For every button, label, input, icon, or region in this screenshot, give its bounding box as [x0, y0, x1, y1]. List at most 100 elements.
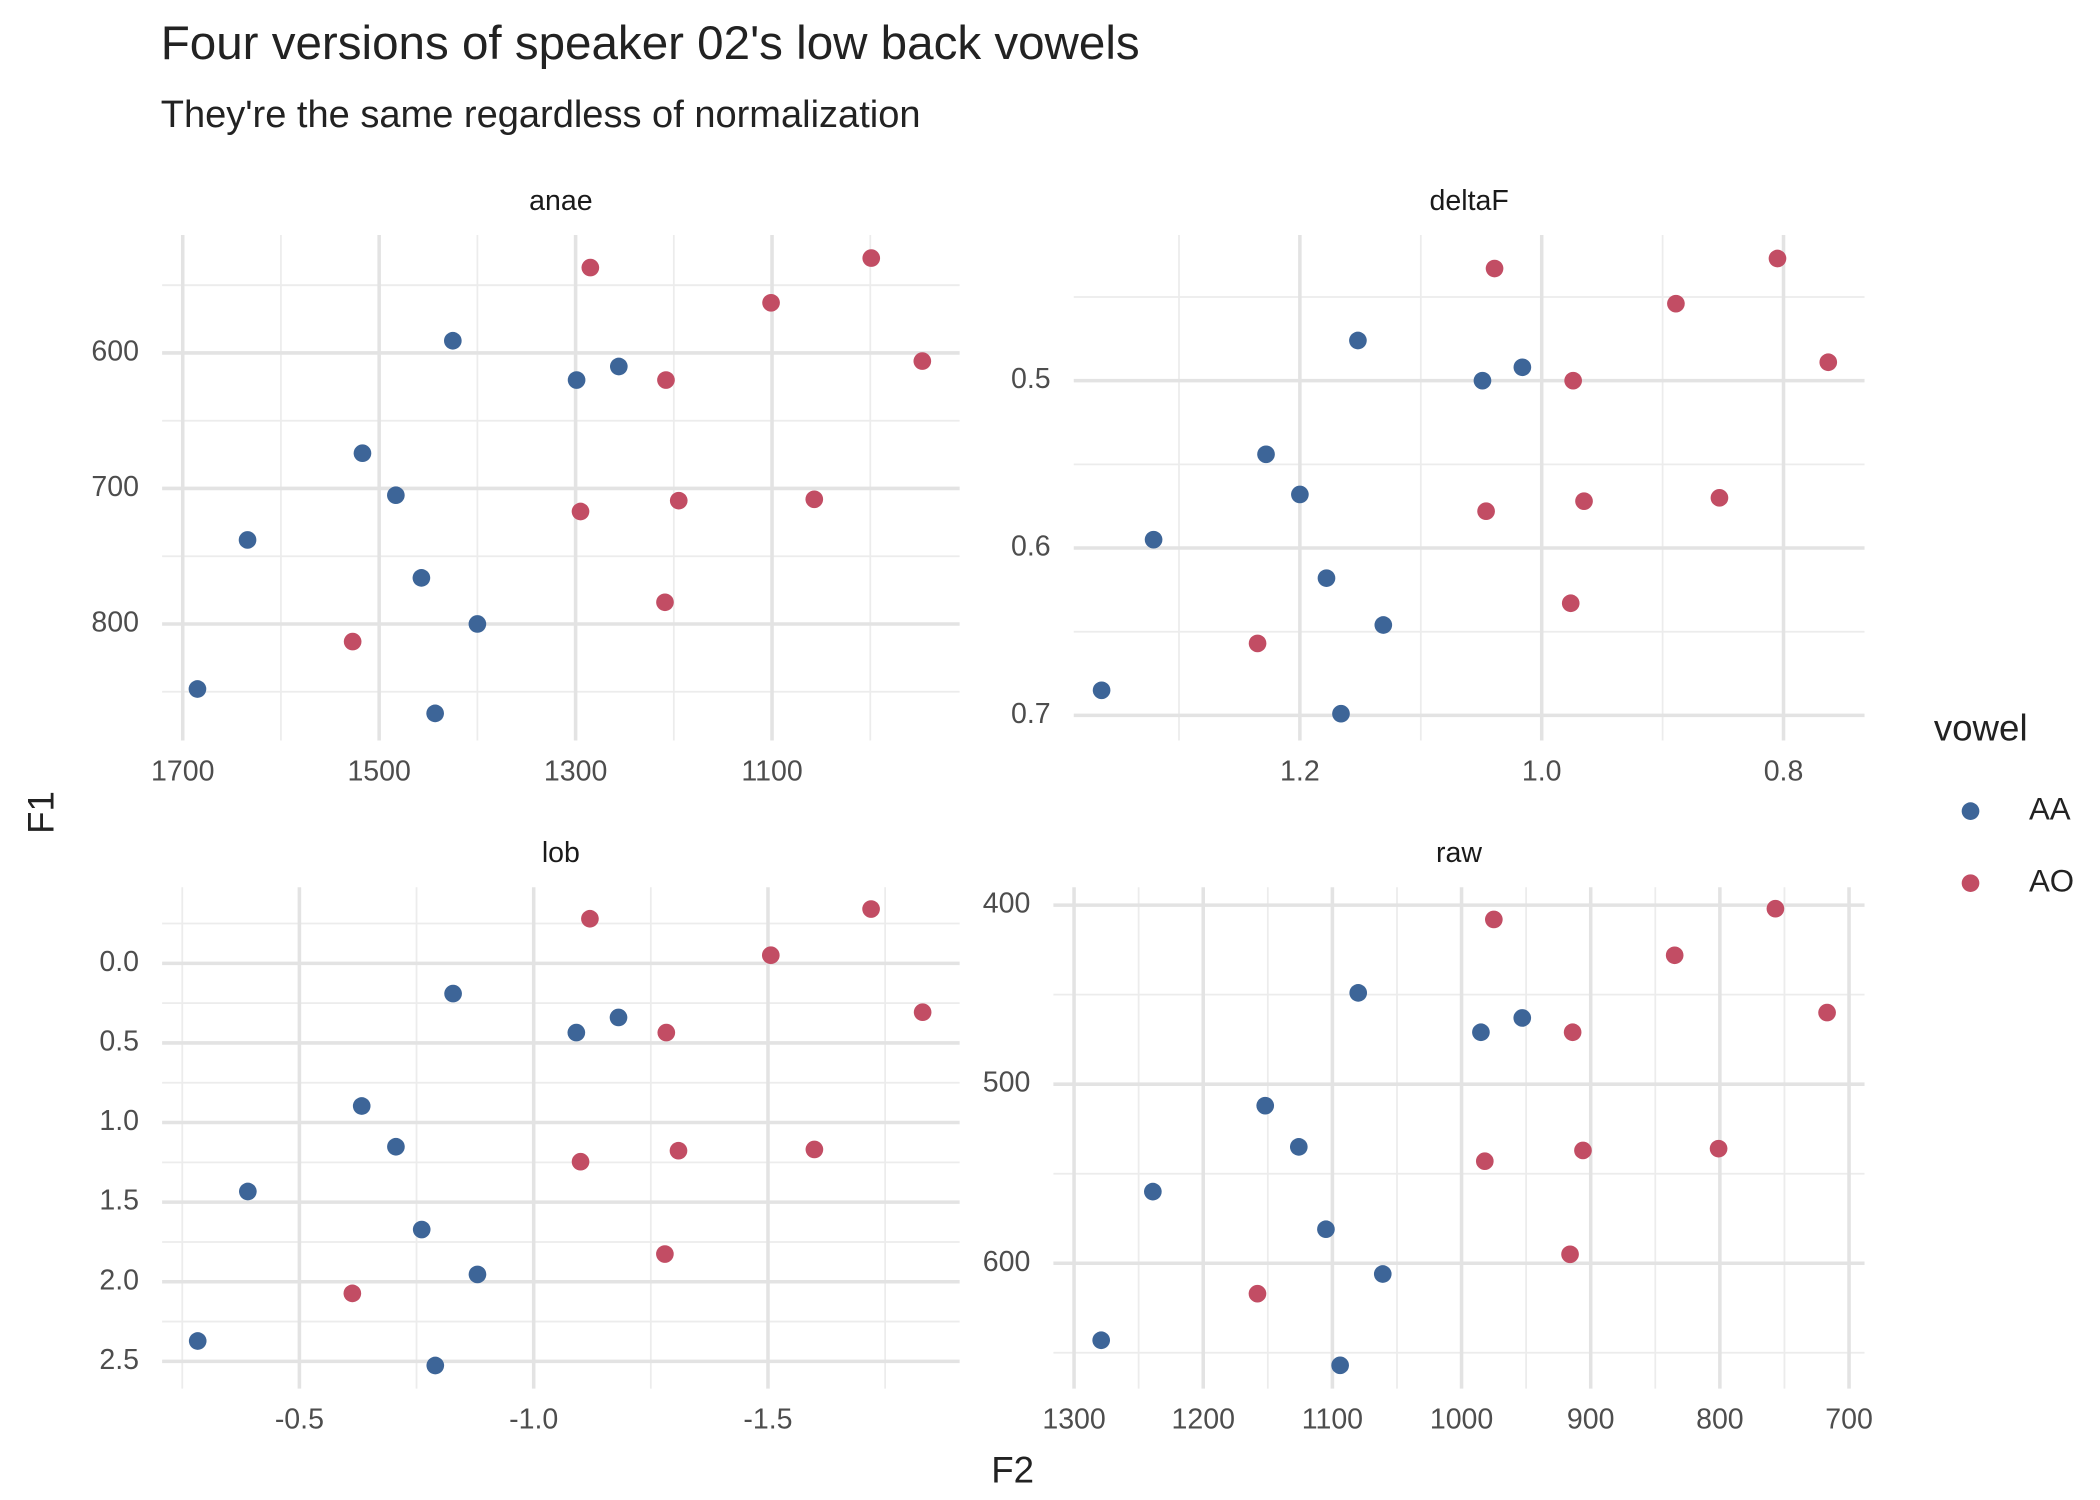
y-tick-label: 0.7 [1011, 698, 1051, 730]
point [426, 1356, 445, 1375]
point [761, 946, 780, 965]
point [1373, 1265, 1392, 1283]
point [1710, 488, 1729, 507]
point [188, 1332, 207, 1350]
point [1477, 502, 1495, 521]
x-tick-label: 1200 [1172, 1404, 1235, 1436]
point [1331, 1356, 1349, 1375]
point [656, 593, 674, 612]
point [1561, 1245, 1579, 1264]
point [443, 331, 462, 350]
point [1563, 1023, 1582, 1042]
x-tick-label: -1.5 [743, 1404, 792, 1436]
point [581, 909, 599, 928]
point [656, 1245, 674, 1263]
point [669, 1141, 688, 1160]
point [343, 632, 362, 651]
point [387, 1137, 405, 1156]
facet-label: anae [529, 185, 592, 217]
point [762, 293, 780, 312]
x-tick-label: 1300 [544, 756, 607, 788]
point [581, 258, 600, 277]
facet-label: lob [542, 837, 580, 869]
x-axis-label: F2 [991, 1450, 1034, 1491]
legend-marker [1961, 874, 1980, 892]
point [239, 1182, 257, 1201]
point [1766, 899, 1785, 918]
point [1092, 681, 1111, 700]
point [1256, 1096, 1275, 1115]
point [1144, 530, 1163, 549]
point [1574, 1141, 1592, 1160]
point [1289, 1138, 1308, 1156]
point [1818, 1003, 1836, 1022]
point [862, 249, 881, 267]
legend-title: vowel [1934, 708, 2028, 749]
legend-label: AA [2029, 791, 2071, 826]
y-tick-label: 0.5 [99, 1025, 139, 1057]
point [1667, 294, 1685, 313]
point [1513, 358, 1532, 377]
chart-subtitle: They're the same regardless of normaliza… [161, 94, 921, 136]
point [1248, 634, 1267, 653]
x-tick-label: 1300 [1042, 1404, 1105, 1436]
point [1374, 616, 1393, 634]
x-tick-label: -1.0 [509, 1404, 558, 1436]
point [1248, 1284, 1267, 1303]
point [188, 680, 207, 698]
y-tick-label: 0.0 [99, 946, 139, 978]
point [412, 569, 431, 587]
point [1475, 1152, 1494, 1171]
point [1144, 1182, 1162, 1201]
point [805, 490, 824, 509]
point [571, 1152, 590, 1171]
x-tick-label: 1000 [1430, 1404, 1493, 1436]
facet-label: deltaF [1430, 185, 1509, 217]
point [1317, 569, 1336, 587]
point [444, 984, 462, 1003]
y-tick-label: 0.5 [1011, 363, 1051, 395]
y-tick-label: 400 [983, 888, 1031, 920]
point [1513, 1009, 1532, 1027]
point [567, 1023, 586, 1042]
point [657, 1023, 676, 1042]
y-tick-label: 2.0 [99, 1264, 139, 1296]
x-tick-label: -0.5 [275, 1404, 324, 1436]
point [1092, 1331, 1111, 1350]
legend-label: AO [2029, 863, 2074, 898]
point [571, 502, 590, 521]
y-axis-label: F1 [21, 791, 62, 834]
point [1485, 259, 1504, 278]
y-tick-label: 0.6 [1011, 531, 1051, 563]
point [1257, 445, 1275, 464]
point [1349, 984, 1368, 1002]
x-tick-label: 700 [1825, 1404, 1873, 1436]
point [238, 531, 257, 549]
y-tick-label: 1.0 [99, 1105, 139, 1137]
y-tick-label: 600 [983, 1246, 1031, 1278]
x-tick-label: 800 [1696, 1404, 1744, 1436]
point [669, 491, 688, 510]
point [1564, 371, 1582, 390]
y-tick-label: 2.5 [99, 1344, 139, 1376]
point [657, 371, 675, 389]
point [1291, 485, 1309, 504]
point [1473, 371, 1492, 390]
point [1472, 1023, 1490, 1042]
x-tick-label: 0.8 [1764, 756, 1804, 788]
x-tick-label: 900 [1567, 1404, 1615, 1436]
point [609, 1008, 628, 1027]
point [1665, 946, 1684, 965]
point [412, 1220, 431, 1239]
point [1575, 492, 1593, 510]
x-tick-label: 1100 [741, 756, 802, 788]
point [1485, 910, 1503, 929]
point [387, 486, 405, 505]
y-tick-label: 600 [91, 335, 139, 367]
point [1317, 1220, 1335, 1239]
point [426, 704, 444, 723]
point [913, 1003, 932, 1022]
point [1819, 353, 1838, 372]
